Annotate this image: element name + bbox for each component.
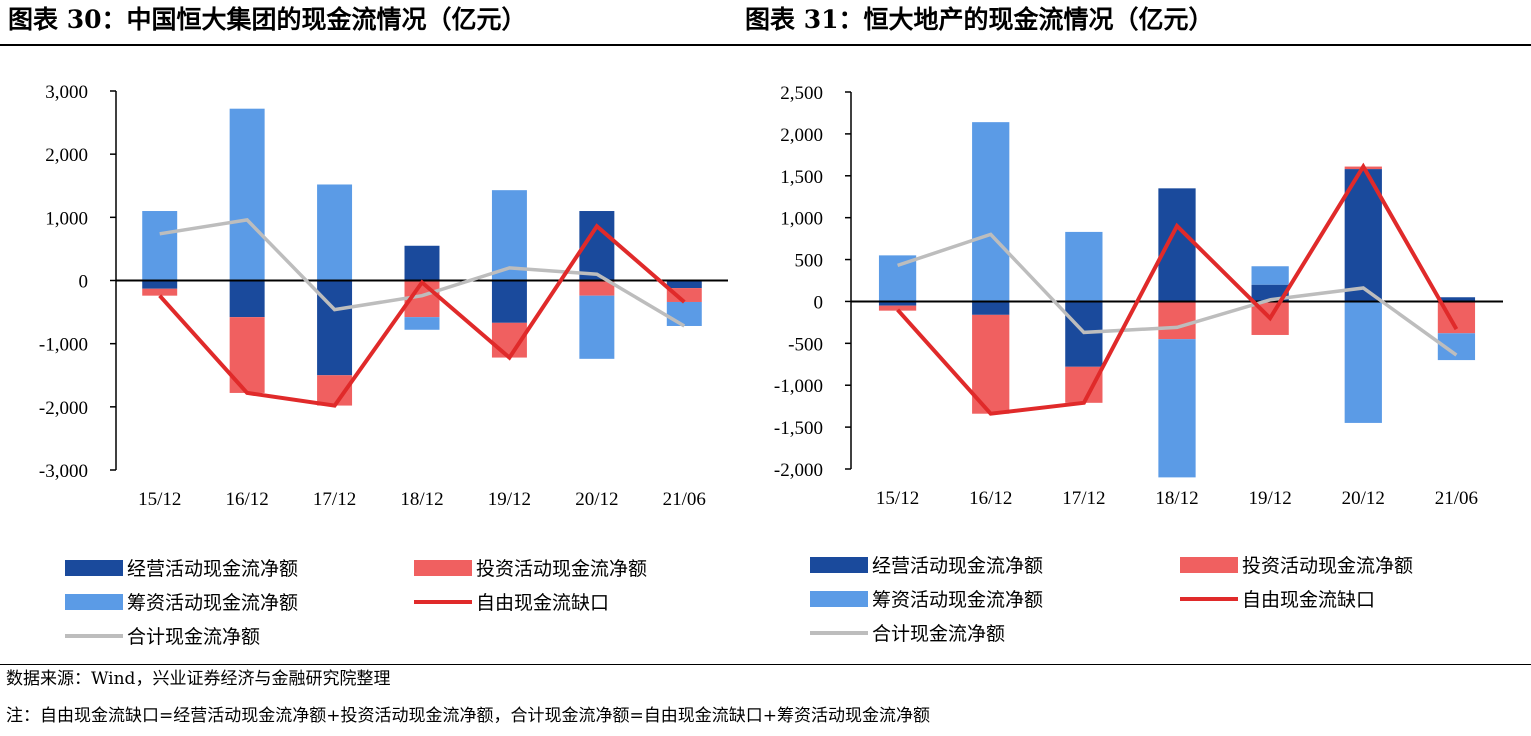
x-tick-label: 21/06 [663,489,706,510]
bar-operating-15-12 [878,301,917,306]
bottom-divider [0,664,1531,665]
bar-financing-17-12 [1065,231,1103,302]
x-tick-label: 21/06 [1435,488,1478,509]
bar-operating-21-06 [666,280,702,289]
bar-investing-21-06 [666,288,702,302]
legend-swatch-operating [810,557,868,573]
chart-title-left: 图表 30：中国恒大集团的现金流情况（亿元） [8,5,527,34]
bar-operating-19-12 [491,280,527,323]
legend-swatch-financing [810,591,868,607]
y-tick-label: 1,000 [780,209,823,230]
x-tick-label: 18/12 [400,489,443,510]
y-tick-label: -2,000 [39,398,88,419]
legend-swatch-financing [65,594,123,610]
bar-financing-18-12 [1158,339,1196,478]
y-tick-label: -2,000 [774,460,823,481]
line-total_net_cash_flow [897,232,1458,357]
bar-investing-15-12 [142,288,178,296]
bar-investing-17-12 [1065,366,1103,403]
y-tick-label: -1,500 [774,418,823,439]
bar-investing-20-12 [579,280,615,296]
legend-swatch-investing [1180,557,1238,573]
x-tick-label: 18/12 [1155,488,1198,509]
x-tick-label: 19/12 [1249,488,1292,509]
y-tick-label: 2,000 [45,145,88,166]
bar-financing-19-12 [1251,266,1289,285]
y-tick-label: 0 [79,272,89,293]
y-tick-label: 2,500 [780,83,823,104]
bar-financing-15-12 [142,211,178,281]
legend-label-operating: 经营活动现金流净额 [872,555,1043,577]
legend-label-operating: 经营活动现金流净额 [127,558,298,580]
y-tick-label: 500 [795,251,824,272]
line-free_cash_flow_gap [158,223,686,408]
y-tick-label: -500 [788,334,823,355]
y-tick-label: -1,000 [774,376,823,397]
bar-investing-18-12 [1158,301,1196,340]
bar-operating-16-12 [229,280,265,318]
bar-financing-17-12 [317,184,353,281]
bar-financing-20-12 [579,295,615,359]
formula-note: 注：自由现金流缺口=经营活动现金流净额+投资活动现金流净额，合计现金流净额=自由… [6,706,930,726]
legend-swatch-operating [65,560,123,576]
x-tick-label: 20/12 [575,489,618,510]
x-tick-label: 19/12 [488,489,531,510]
x-tick-label: 17/12 [1062,488,1105,509]
y-tick-label: 1,500 [780,167,823,188]
legend-label-free_cash_flow_gap: 自由现金流缺口 [476,592,609,614]
x-tick-label: 17/12 [313,489,356,510]
data-source-note: 数据来源：Wind，兴业证券经济与金融研究院整理 [6,669,391,689]
legend-label-total_net_cash_flow: 合计现金流净额 [872,623,1005,645]
legend-label-investing: 投资活动现金流净额 [476,558,647,580]
x-tick-label: 16/12 [969,488,1012,509]
bar-operating-16-12 [972,301,1010,315]
legend-swatch-investing [414,560,472,576]
x-tick-label: 15/12 [138,489,181,510]
y-tick-label: 0 [814,292,824,313]
x-tick-label: 20/12 [1342,488,1385,509]
y-tick-label: 2,000 [780,125,823,146]
charts-canvas: 3,000 2,000 1,000 0 -1,000 -2,000 -3,000 15/12 1… [39,82,1503,648]
bar-financing-21-06 [666,301,702,326]
bar-operating-15-12 [142,280,178,289]
chart-operating-group: 3,000 2,000 1,000 0 -1,000 -2,000 -3,000 15/12 1… [39,82,728,648]
bar-financing-19-12 [491,190,527,281]
bar-operating-21-06 [1437,297,1476,302]
bar-operating-18-12 [1158,188,1196,302]
line-total_net_cash_flow [159,218,686,328]
x-tick-label: 16/12 [226,489,269,510]
bar-financing-18-12 [404,317,440,330]
legend-label-investing: 投资活动现金流净额 [1242,555,1413,577]
chart-title-right: 图表 31：恒大地产的现金流情况（亿元） [745,5,1214,34]
y-tick-label: 1,000 [45,208,88,229]
legend-label-free_cash_flow_gap: 自由现金流缺口 [1242,589,1375,611]
y-tick-label: -3,000 [39,461,88,482]
legend-label-total_net_cash_flow: 合计现金流净额 [127,626,260,648]
chart-property: 2,500 2,000 1,500 1,000 500 0 -500 -1,000 -1,500… [774,83,1503,645]
line-free_cash_flow_gap [896,162,1459,416]
top-divider [0,44,1531,46]
x-tick-label: 15/12 [876,488,919,509]
bar-financing-20-12 [1344,301,1382,423]
y-tick-label: 3,000 [45,82,88,103]
bar-operating-18-12 [404,245,440,281]
legend-label-financing: 筹资活动现金流净额 [127,592,298,614]
bar-financing-16-12 [229,108,265,281]
bar-investing-15-12 [878,305,917,311]
legend-label-financing: 筹资活动现金流净额 [872,589,1043,611]
y-tick-label: -1,000 [39,335,88,356]
bar-financing-16-12 [972,122,1010,302]
